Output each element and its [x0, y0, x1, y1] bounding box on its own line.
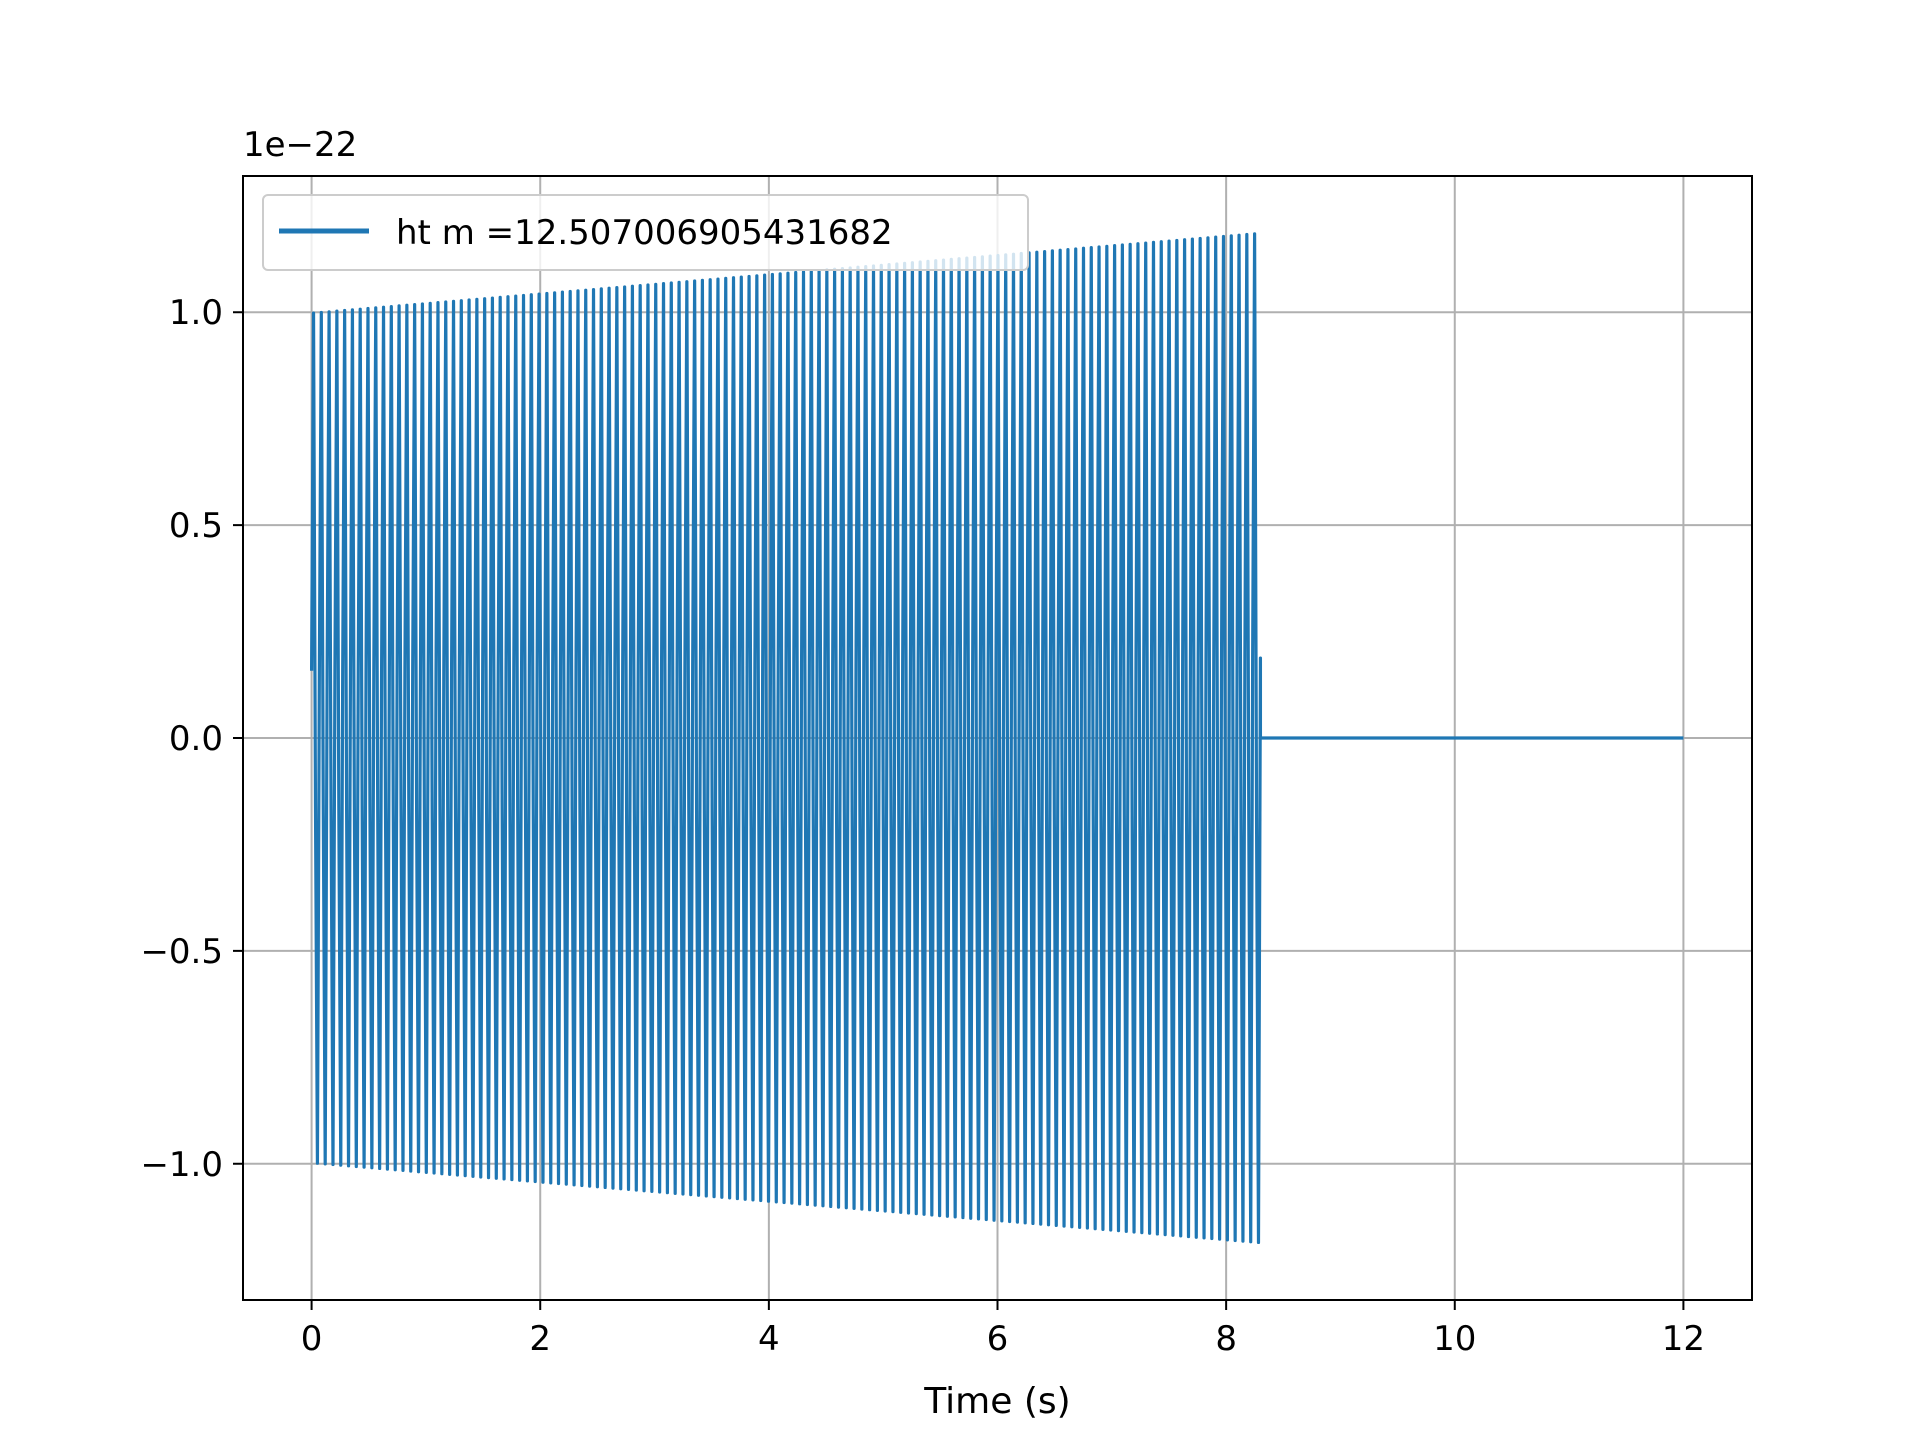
- x-tick-label: 2: [529, 1319, 551, 1359]
- x-tick-label: 8: [1215, 1319, 1237, 1359]
- x-tick-label: 6: [987, 1319, 1009, 1359]
- x-tick-label: 4: [758, 1319, 780, 1359]
- legend-label: ht m =12.507006905431682: [396, 213, 893, 253]
- ticks: 0 2 4 6 8 10 12 −1.0 −0.5 0.0 0.5 1.0: [140, 293, 1705, 1359]
- y-tick-label: 0.5: [169, 506, 223, 546]
- y-tick-label: −0.5: [140, 932, 223, 972]
- legend: ht m =12.507006905431682: [262, 194, 1029, 271]
- x-axis-label: Time (s): [923, 1381, 1070, 1422]
- x-tick-label: 10: [1433, 1319, 1476, 1359]
- y-tick-label: 1.0: [169, 293, 223, 333]
- x-tick-label: 12: [1662, 1319, 1705, 1359]
- x-tick-label: 0: [301, 1319, 323, 1359]
- series-line: [309, 232, 1684, 1245]
- y-tick-label: 0.0: [169, 719, 223, 759]
- series-layer: [309, 232, 1684, 1245]
- y-tick-label: −1.0: [140, 1145, 223, 1185]
- legend-box: [262, 194, 1029, 271]
- y-offset-label: 1e−22: [243, 125, 357, 165]
